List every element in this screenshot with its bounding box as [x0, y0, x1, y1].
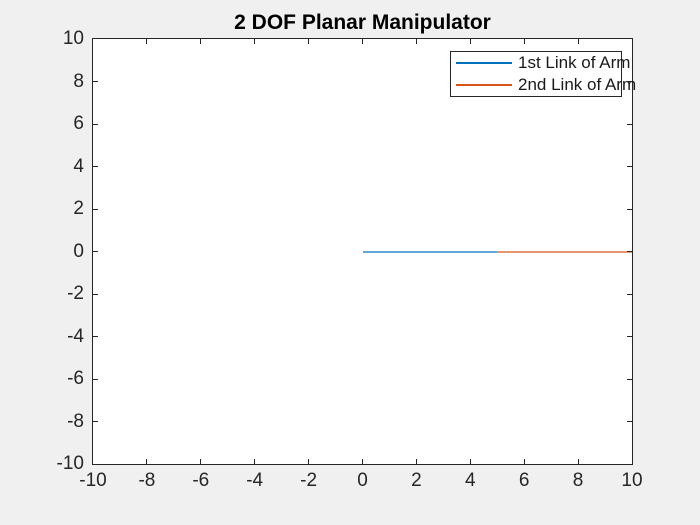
- x-tick: [308, 459, 310, 464]
- x-tick: [308, 39, 310, 44]
- y-tick: [93, 81, 98, 82]
- x-tick-label: 2: [411, 470, 422, 491]
- x-tick: [146, 39, 148, 44]
- y-tick: [627, 293, 632, 295]
- x-tick: [577, 39, 579, 44]
- y-tick: [93, 208, 98, 210]
- x-tick-label: 4: [465, 470, 476, 491]
- y-tick: [93, 421, 98, 422]
- x-tick: [362, 459, 363, 464]
- x-tick: [254, 459, 256, 464]
- y-tick: [627, 251, 632, 252]
- x-tick-label: 6: [518, 470, 530, 491]
- x-tick-label: -10: [79, 470, 107, 491]
- legend: 1st Link of Arm 2nd Link of Arm: [450, 51, 636, 97]
- y-tick: [93, 293, 98, 295]
- x-tick-label: 10: [621, 470, 643, 491]
- y-tick: [93, 166, 98, 167]
- y-tick-label: 6: [73, 113, 84, 134]
- y-tick-label: -6: [67, 368, 84, 389]
- y-tick: [93, 378, 98, 380]
- y-tick: [627, 421, 632, 422]
- series-line: [362, 250, 498, 253]
- y-tick-label: 4: [73, 155, 84, 177]
- legend-line-sample: [456, 62, 512, 64]
- y-tick-label: 2: [73, 198, 84, 219]
- y-tick-label: -4: [67, 325, 84, 347]
- y-tick-label: 0: [73, 240, 84, 262]
- x-tick-label: -2: [300, 470, 318, 491]
- x-tick: [362, 39, 363, 44]
- legend-label: 1st Link of Arm: [518, 53, 631, 72]
- series-line: [497, 250, 632, 253]
- x-tick-label: -4: [246, 470, 264, 491]
- y-tick-label: -10: [56, 453, 84, 474]
- y-tick-label: 10: [62, 28, 84, 49]
- y-tick: [93, 123, 98, 125]
- plot-area: 1st Link of Arm 2nd Link of Arm: [92, 38, 636, 465]
- x-tick: [577, 459, 579, 464]
- legend-item: 1st Link of Arm: [451, 52, 630, 74]
- x-tick-label: -8: [138, 470, 156, 491]
- x-tick: [469, 39, 471, 44]
- x-tick: [200, 459, 202, 464]
- legend-line-sample: [456, 84, 512, 86]
- x-tick: [415, 39, 417, 44]
- x-tick: [469, 459, 471, 464]
- x-tick: [146, 459, 148, 464]
- x-tick-label: 0: [357, 470, 368, 491]
- x-tick: [415, 459, 417, 464]
- y-tick: [627, 166, 632, 167]
- legend-item: 2nd Link of Arm: [451, 74, 636, 96]
- chart-title: 2 DOF Planar Manipulator: [234, 11, 491, 34]
- y-tick-label: -2: [67, 283, 84, 304]
- legend-label: 2nd Link of Arm: [518, 75, 637, 94]
- x-tick: [200, 39, 202, 44]
- y-tick: [627, 81, 632, 82]
- y-tick: [627, 336, 632, 337]
- y-tick: [627, 208, 632, 210]
- y-tick: [93, 251, 98, 252]
- y-tick: [627, 123, 632, 125]
- y-tick-label: -8: [67, 410, 84, 432]
- y-tick: [627, 378, 632, 380]
- x-tick-label: 8: [572, 470, 584, 491]
- y-tick-label: 8: [73, 70, 84, 92]
- y-tick: [93, 336, 98, 337]
- x-tick: [254, 39, 256, 44]
- x-tick: [523, 459, 525, 464]
- x-tick-label: -6: [192, 470, 210, 491]
- x-tick: [523, 39, 525, 44]
